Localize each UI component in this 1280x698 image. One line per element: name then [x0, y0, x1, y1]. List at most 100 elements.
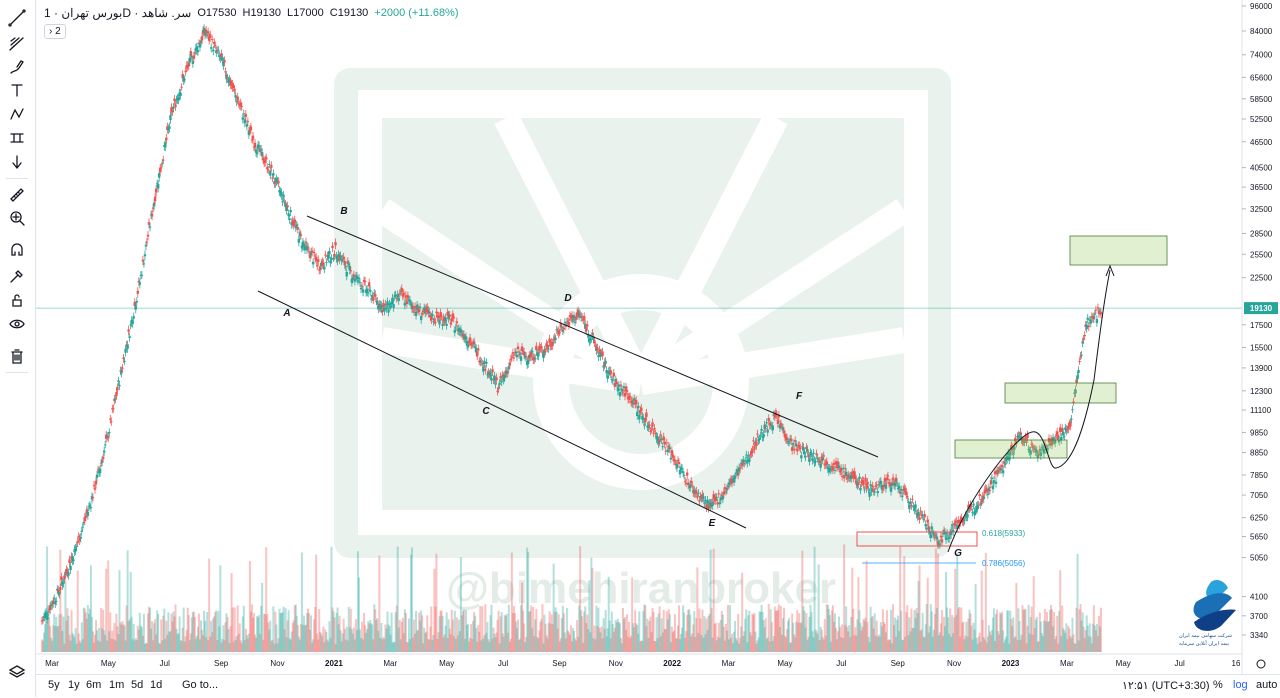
candle-body — [905, 491, 908, 496]
volume-bar — [77, 633, 80, 652]
candle-body — [242, 113, 246, 115]
arrow-down-icon[interactable] — [6, 152, 28, 172]
lock-drawing-icon[interactable] — [6, 266, 28, 286]
high-value: H19130 — [242, 7, 282, 19]
indicator-badge[interactable]: › 2 — [44, 24, 66, 39]
range-1m[interactable]: 1m — [109, 679, 125, 691]
candle-body — [265, 157, 268, 160]
pitchfork-icon[interactable] — [6, 33, 28, 53]
range-1y[interactable]: 1y — [68, 679, 80, 691]
volume-bar — [579, 546, 582, 652]
candle-body — [619, 384, 623, 386]
volume-bar — [644, 605, 647, 652]
volume-bar — [1042, 620, 1045, 652]
pattern-icon[interactable] — [6, 104, 28, 124]
volume-bar — [637, 633, 640, 652]
candle-body — [344, 265, 347, 268]
volume-bar — [652, 611, 655, 652]
candle-body — [559, 322, 562, 328]
volume-bar — [538, 630, 541, 652]
volume-bar — [752, 614, 755, 652]
volume-bar — [392, 641, 395, 652]
measure-icon[interactable] — [6, 128, 28, 148]
candle-body — [143, 254, 147, 257]
range-6m[interactable]: 6m — [86, 679, 102, 691]
volume-bar — [619, 638, 622, 652]
price-tick-label: 13900 — [1250, 364, 1273, 373]
candle-body — [709, 502, 712, 507]
zoom-in-icon[interactable] — [6, 208, 28, 228]
volume-bar — [704, 634, 707, 652]
volume-bar — [811, 631, 814, 652]
candle-body — [1012, 453, 1015, 456]
ruler-icon[interactable] — [6, 185, 28, 205]
volume-bar — [1068, 628, 1071, 652]
candle-body — [431, 313, 434, 317]
goto-button[interactable]: Go to... — [182, 679, 219, 691]
percent-toggle[interactable]: % — [1213, 679, 1223, 691]
volume-bar — [1097, 615, 1100, 652]
range-5y[interactable]: 5y — [48, 679, 60, 691]
log-toggle[interactable]: log — [1233, 679, 1248, 691]
volume-bar — [845, 606, 848, 652]
trend-line-icon[interactable] — [6, 8, 28, 28]
magnet-icon[interactable] — [6, 242, 28, 262]
brush-icon[interactable] — [6, 57, 28, 77]
volume-bar — [968, 609, 971, 652]
volume-bar — [451, 619, 454, 652]
volume-bar — [339, 630, 342, 652]
candle-body — [401, 294, 405, 297]
volume-bar — [438, 616, 441, 652]
candle-body — [449, 322, 452, 325]
volume-bar — [544, 623, 547, 652]
auto-toggle[interactable]: auto — [1256, 679, 1278, 691]
unlock-icon[interactable] — [6, 290, 28, 310]
candle-body — [898, 491, 902, 494]
price-axis[interactable]: 9600084000740006560058500525004650040500… — [1241, 0, 1278, 674]
timezone-label[interactable]: ۱۲:۵۱ (UTC+3:30) — [1122, 680, 1210, 692]
volume-bar — [557, 614, 560, 652]
volume-bar — [65, 620, 68, 652]
volume-bar — [208, 558, 211, 652]
candle-body — [1007, 452, 1010, 456]
symbol-title[interactable]: بورس تهران · 1D · سر. شاهد — [44, 6, 192, 20]
volume-bar — [998, 634, 1001, 652]
candle-body — [312, 251, 316, 254]
candle-body — [1093, 313, 1097, 315]
candle-body — [301, 241, 305, 247]
candle-body — [118, 384, 121, 387]
volume-bar — [796, 610, 799, 652]
volume-bar — [102, 609, 105, 652]
candle-body — [605, 369, 608, 374]
candle-body — [435, 311, 438, 314]
trash-icon[interactable] — [6, 346, 28, 366]
volume-bar — [742, 636, 745, 652]
volume-bar — [808, 617, 811, 652]
candle-body — [785, 437, 789, 441]
volume-bar — [331, 607, 334, 652]
candle-body — [408, 300, 412, 303]
candle-body — [839, 467, 843, 472]
eye-icon[interactable] — [6, 314, 28, 334]
layers-icon[interactable] — [6, 662, 28, 682]
candle-body — [510, 357, 514, 359]
volume-bar — [443, 634, 446, 652]
text-icon[interactable] — [6, 80, 28, 100]
candle-body — [205, 34, 209, 36]
candle-body — [154, 188, 158, 193]
candle-body — [544, 351, 547, 353]
volume-bar — [257, 617, 260, 652]
candle-body — [311, 261, 315, 265]
range-5d[interactable]: 5d — [131, 679, 144, 691]
candle-body — [385, 308, 388, 310]
volume-bar — [1025, 643, 1028, 652]
candle-body — [172, 106, 175, 109]
range-1d[interactable]: 1d — [150, 679, 163, 691]
candle-body — [325, 261, 328, 263]
candle-body — [208, 34, 212, 39]
time-axis[interactable]: Mar May Jul Sep Nov 2021 Mar May Jul Sep Nov 2022 Ma… — [36, 653, 1266, 669]
candle-body — [863, 489, 866, 491]
volume-bar — [920, 629, 923, 652]
volume-bar — [409, 554, 412, 652]
